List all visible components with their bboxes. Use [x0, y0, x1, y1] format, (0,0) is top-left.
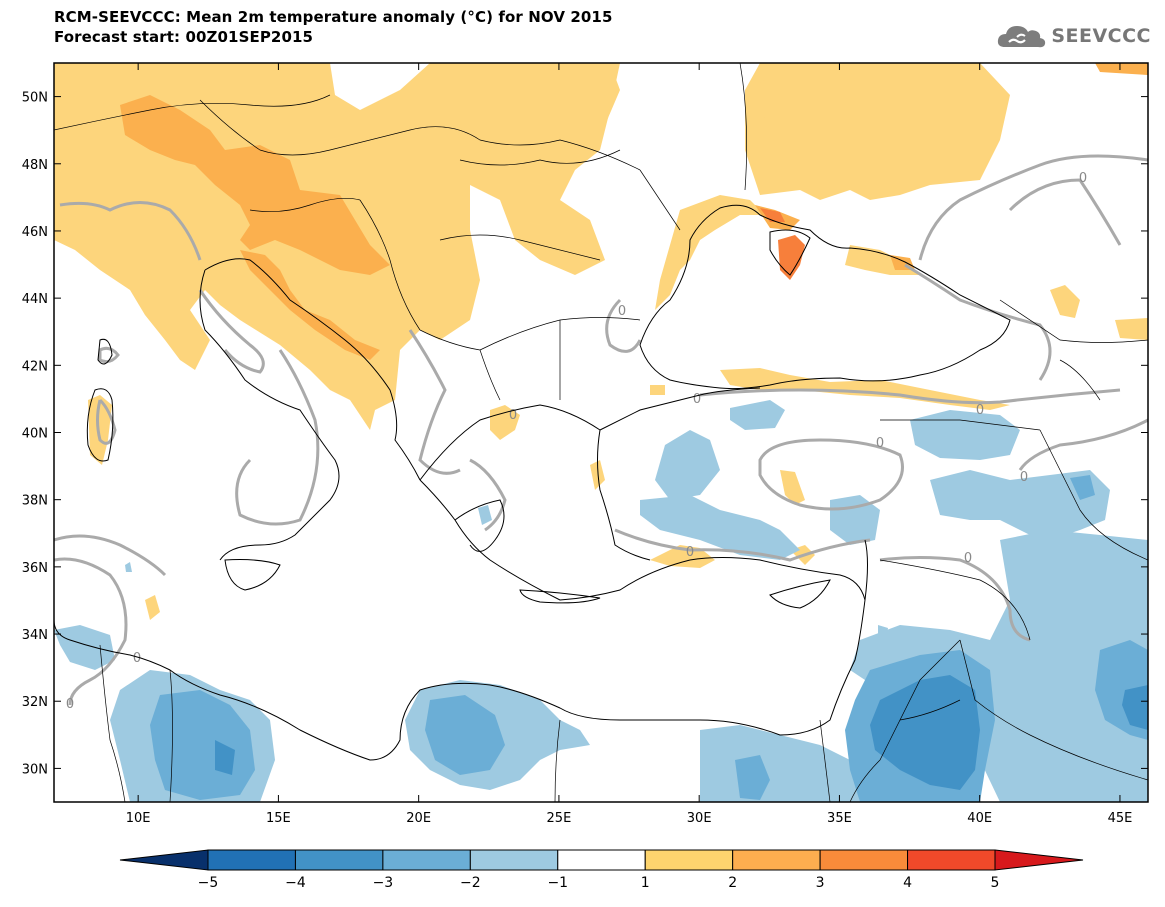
lat-tick-label: 46N [22, 225, 48, 240]
svg-text:0: 0 [976, 403, 984, 418]
colorbar-segment [907, 849, 996, 871]
country-borders [54, 63, 1148, 802]
lat-tick-label: 32N [22, 695, 48, 710]
colorbar-high-extend [994, 849, 1084, 871]
lat-tick-label: 48N [22, 158, 48, 173]
colorbar-label: −1 [547, 875, 568, 891]
lon-tick-label: 30E [687, 811, 712, 826]
colorbar-segment [382, 849, 471, 871]
lon-tick-label: 20E [406, 811, 431, 826]
colorbar-segment [469, 849, 559, 871]
lat-tick-label: 40N [22, 427, 48, 442]
lat-tick-label: 36N [22, 561, 48, 576]
svg-text:0: 0 [964, 551, 972, 566]
colorbar-low-extend [119, 849, 209, 871]
lat-tick-label: 38N [22, 494, 48, 509]
lat-tick-label: 30N [22, 762, 48, 777]
lat-tick-label: 34N [22, 628, 48, 643]
lon-tick-label: 45E [1108, 811, 1133, 826]
svg-text:0: 0 [618, 304, 626, 319]
forecast-start-label: Forecast start: 00Z01SEP2015 [54, 28, 314, 46]
warm-anomaly-2to3 [120, 63, 1148, 360]
longitude-axis: 10E 15E 20E 25E 30E 35E 40E 45E [126, 63, 1133, 826]
colorbar-label: −2 [460, 875, 481, 891]
map-title: RCM-SEEVCCC: Mean 2m temperature anomaly… [54, 8, 613, 26]
colorbar-label: −4 [285, 875, 306, 891]
coastlines [54, 204, 1011, 761]
colorbar-segment [557, 849, 646, 871]
svg-text:0: 0 [693, 392, 701, 407]
colorbar-segment [294, 849, 384, 871]
contour-labels: 0 0 0 0 0 0 0 0 0 0 0 [66, 171, 1087, 712]
lon-tick-label: 10E [126, 811, 151, 826]
colorbar: −5 −4 −3 −2 −1 1 2 3 4 5 [119, 849, 1084, 891]
seevccc-logo: SEEVCCC [995, 22, 1151, 50]
svg-text:0: 0 [509, 408, 517, 423]
colorbar-segment [207, 849, 296, 871]
latitude-axis: 50N 48N 46N 44N 42N 40N 38N 36N 34N 32N 30N [22, 91, 1148, 777]
lat-tick-label: 50N [22, 91, 48, 106]
colorbar-label: 4 [903, 875, 912, 891]
map-field: 0 0 0 0 0 0 0 0 0 0 0 [54, 63, 1148, 802]
colorbar-segment [819, 849, 909, 871]
cloud-icon [998, 26, 1046, 48]
lon-tick-label: 35E [827, 811, 852, 826]
colorbar-segment [732, 849, 821, 871]
lat-tick-label: 44N [22, 292, 48, 307]
svg-text:0: 0 [66, 697, 74, 712]
colorbar-segment [644, 849, 734, 871]
lat-tick-label: 42N [22, 359, 48, 374]
svg-text:0: 0 [1020, 470, 1028, 485]
svg-text:0: 0 [1079, 171, 1087, 186]
colorbar-label: 5 [991, 875, 1000, 891]
svg-text:0: 0 [133, 651, 141, 666]
colorbar-label: −5 [198, 875, 219, 891]
colorbar-label: 1 [641, 875, 650, 891]
colorbar-label: 3 [816, 875, 825, 891]
svg-text:0: 0 [876, 436, 884, 451]
warm-anomaly-3to4 [760, 208, 805, 280]
lon-tick-label: 40E [967, 811, 992, 826]
lon-tick-label: 25E [547, 811, 572, 826]
logo-text: SEEVCCC [1051, 25, 1151, 47]
lon-tick-label: 15E [266, 811, 291, 826]
colorbar-label: −3 [373, 875, 394, 891]
colorbar-label: 2 [728, 875, 737, 891]
svg-text:0: 0 [686, 545, 694, 560]
